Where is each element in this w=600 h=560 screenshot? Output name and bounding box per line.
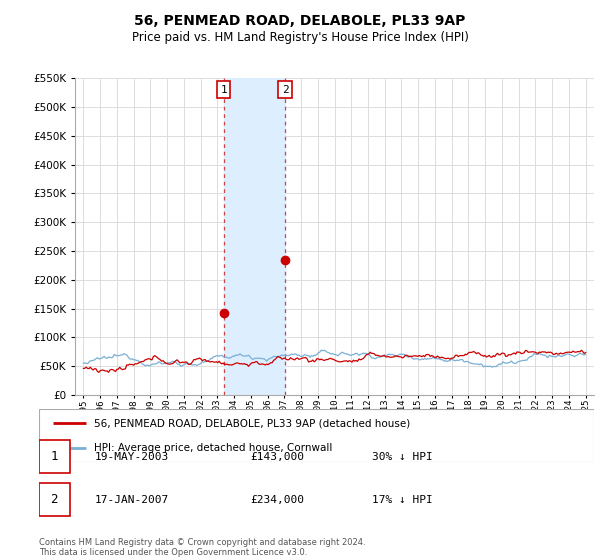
Text: £143,000: £143,000 xyxy=(250,452,304,461)
Text: 2: 2 xyxy=(50,493,58,506)
Text: 1: 1 xyxy=(50,450,58,463)
Bar xyxy=(224,78,285,395)
Text: 17-JAN-2007: 17-JAN-2007 xyxy=(95,495,169,505)
Text: 2: 2 xyxy=(282,85,289,95)
Text: 19-MAY-2003: 19-MAY-2003 xyxy=(95,452,169,461)
Text: 56, PENMEAD ROAD, DELABOLE, PL33 9AP: 56, PENMEAD ROAD, DELABOLE, PL33 9AP xyxy=(134,14,466,28)
Bar xyxy=(39,483,70,516)
Text: 30% ↓ HPI: 30% ↓ HPI xyxy=(372,452,433,461)
Text: 17% ↓ HPI: 17% ↓ HPI xyxy=(372,495,433,505)
Text: Contains HM Land Registry data © Crown copyright and database right 2024.
This d: Contains HM Land Registry data © Crown c… xyxy=(39,538,365,557)
Bar xyxy=(39,440,70,473)
Text: 1: 1 xyxy=(220,85,227,95)
Text: £234,000: £234,000 xyxy=(250,495,304,505)
Text: 56, PENMEAD ROAD, DELABOLE, PL33 9AP (detached house): 56, PENMEAD ROAD, DELABOLE, PL33 9AP (de… xyxy=(95,418,411,428)
Text: HPI: Average price, detached house, Cornwall: HPI: Average price, detached house, Corn… xyxy=(95,442,333,452)
Text: Price paid vs. HM Land Registry's House Price Index (HPI): Price paid vs. HM Land Registry's House … xyxy=(131,31,469,44)
